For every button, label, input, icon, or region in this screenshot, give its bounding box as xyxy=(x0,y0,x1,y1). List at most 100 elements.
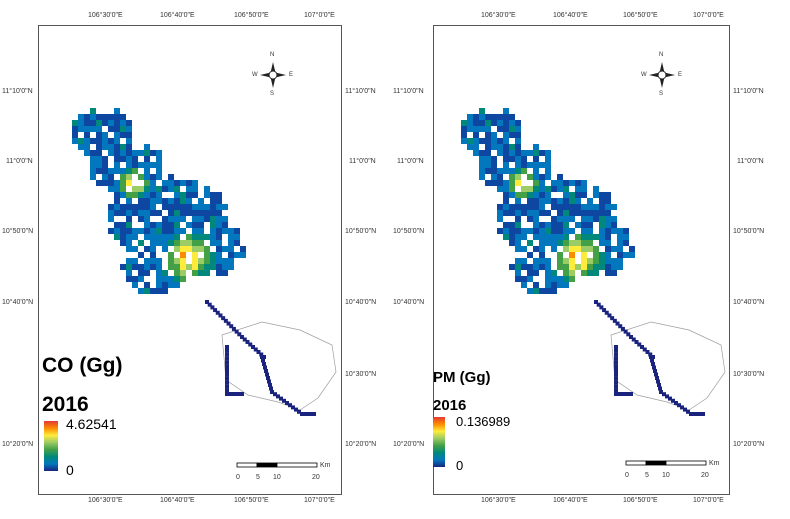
emission-cell xyxy=(216,210,222,216)
emission-cell xyxy=(210,216,216,222)
emission-cell xyxy=(545,258,551,264)
emission-cell xyxy=(473,120,479,126)
emission-cell xyxy=(611,258,617,264)
emission-cell xyxy=(545,192,551,198)
road-cell xyxy=(264,369,268,373)
emission-cell xyxy=(138,150,144,156)
emission-cell xyxy=(96,120,102,126)
road-cell xyxy=(225,360,229,365)
emission-cell xyxy=(599,264,605,270)
road-cell xyxy=(602,308,607,313)
emission-cell xyxy=(186,210,192,216)
emission-cell xyxy=(611,204,617,210)
emission-cell xyxy=(126,126,132,132)
emission-cell xyxy=(84,150,90,156)
scale-label: 20 xyxy=(312,474,320,481)
emission-cell xyxy=(479,156,485,162)
emission-cell xyxy=(563,276,569,282)
emission-cell xyxy=(557,276,563,282)
emission-cell xyxy=(210,234,216,240)
emission-cell xyxy=(126,246,132,252)
emission-cell xyxy=(114,120,120,126)
emission-cell xyxy=(138,174,144,180)
emission-cell xyxy=(180,252,186,258)
emission-cell xyxy=(509,186,515,192)
emission-cell xyxy=(611,264,617,270)
emission-cell xyxy=(467,120,473,126)
emission-cell xyxy=(575,180,581,186)
road-cell xyxy=(612,318,617,323)
emission-cell xyxy=(120,222,126,228)
emission-cell xyxy=(575,204,581,210)
emission-cell xyxy=(545,168,551,174)
emission-cell xyxy=(198,228,204,234)
emission-cell xyxy=(497,168,503,174)
emission-cell xyxy=(629,246,635,252)
road-cell xyxy=(614,345,618,349)
road-cell xyxy=(256,350,261,354)
scale-unit: Km xyxy=(320,462,331,469)
emission-cell xyxy=(521,282,527,288)
north-arrow-icon xyxy=(260,62,286,88)
emission-cell xyxy=(120,156,126,162)
emission-cell xyxy=(126,174,132,180)
emission-cell xyxy=(557,180,563,186)
road-cell xyxy=(621,392,626,396)
emission-cell xyxy=(174,246,180,252)
emission-cell xyxy=(503,186,509,192)
emission-cell xyxy=(599,204,605,210)
legend-max-value: 0.136989 xyxy=(456,414,511,429)
emission-cell xyxy=(144,234,150,240)
emission-cell xyxy=(144,204,150,210)
road-cell xyxy=(242,337,247,342)
lon-tick: 106°40'0"E xyxy=(160,12,195,19)
emission-cell xyxy=(545,162,551,168)
emission-cell xyxy=(138,204,144,210)
emission-cell xyxy=(509,150,515,156)
emission-cell xyxy=(593,204,599,210)
emission-cell xyxy=(497,174,503,180)
emission-cell xyxy=(533,264,539,270)
emission-cell xyxy=(563,180,569,186)
road-cell xyxy=(267,379,271,384)
emission-cell xyxy=(527,186,533,192)
emission-cell xyxy=(156,150,162,156)
emission-cell xyxy=(84,114,90,120)
scale-bar xyxy=(236,462,318,468)
emission-cell xyxy=(228,240,234,246)
emission-cell xyxy=(108,186,114,192)
road-cell xyxy=(213,308,218,313)
road-cell xyxy=(225,368,229,373)
south-label: S xyxy=(659,91,664,97)
emission-cell xyxy=(114,162,120,168)
emission-cell xyxy=(138,198,144,204)
emission-cell xyxy=(198,198,204,204)
emission-cell xyxy=(132,186,138,192)
road-cell xyxy=(225,352,229,357)
emission-cell xyxy=(138,228,144,234)
lat-tick: 11°0'0"N xyxy=(737,158,764,165)
emission-cell xyxy=(78,126,84,132)
emission-cell xyxy=(605,240,611,246)
emission-cell xyxy=(599,228,605,234)
emission-cell xyxy=(509,168,515,174)
road-cell xyxy=(265,372,269,377)
emission-cell xyxy=(581,228,587,234)
emission-cell xyxy=(120,120,126,126)
emission-cell xyxy=(222,258,228,264)
emission-cell xyxy=(150,198,156,204)
emission-cell xyxy=(102,138,108,144)
emission-cell xyxy=(569,252,575,258)
road-cell xyxy=(240,392,244,396)
emission-cell xyxy=(240,252,246,258)
emission-cell xyxy=(168,282,174,288)
emission-cell xyxy=(210,228,216,234)
emission-cell xyxy=(533,216,539,222)
emission-cell xyxy=(162,222,168,228)
road-cell xyxy=(308,412,312,416)
emission-cell xyxy=(156,240,162,246)
road-cell xyxy=(631,337,636,342)
co-map-frame xyxy=(38,25,342,495)
legend-min-value: 0 xyxy=(66,462,74,478)
emission-cell xyxy=(192,240,198,246)
